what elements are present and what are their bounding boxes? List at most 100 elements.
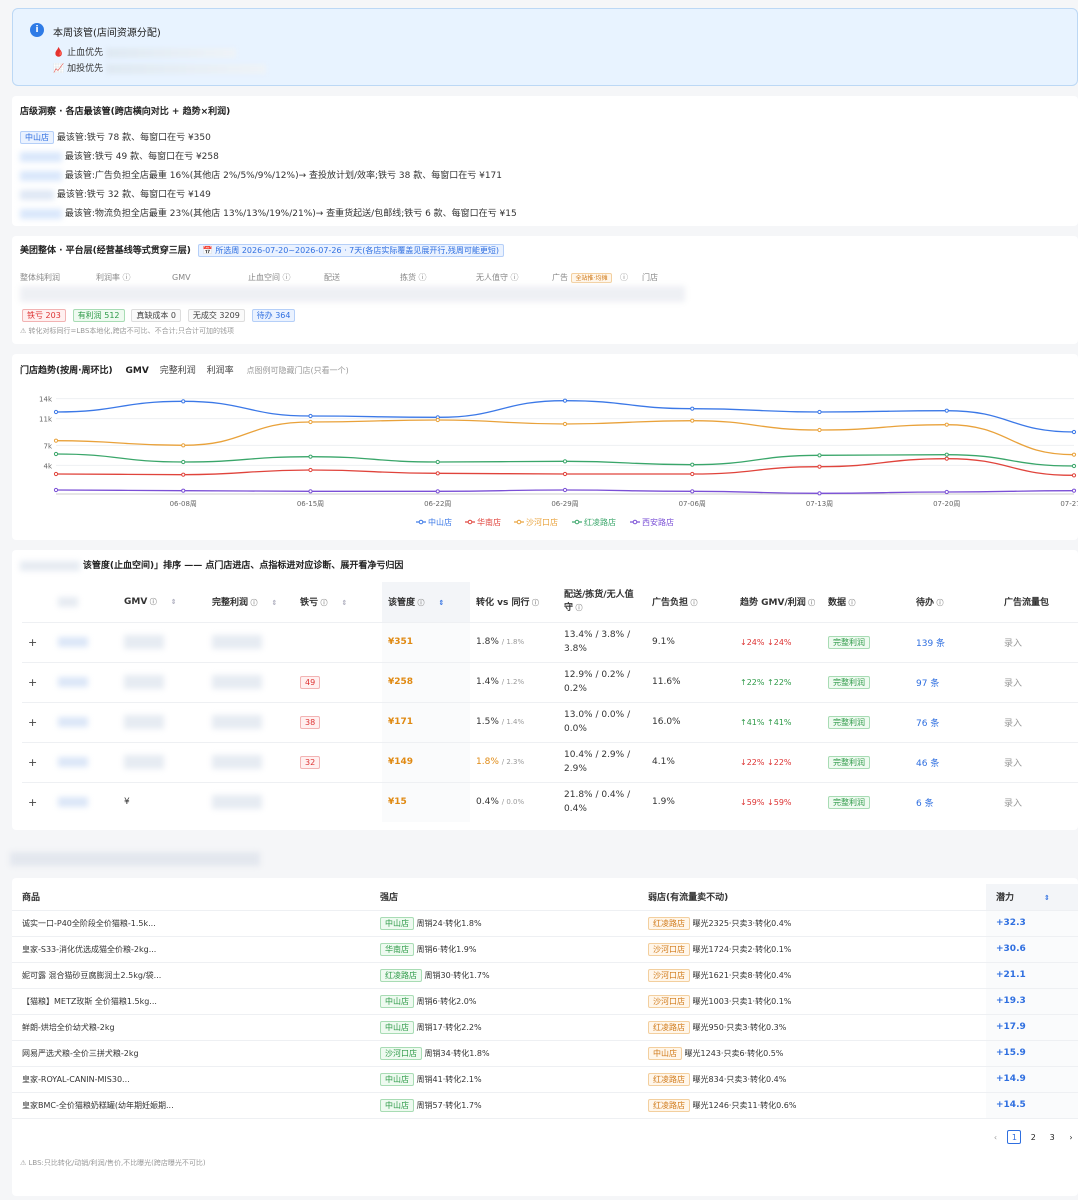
gmv-cell[interactable] xyxy=(118,621,206,662)
profit-cell[interactable] xyxy=(206,781,294,822)
weak-store-tag[interactable]: 沙河口店 xyxy=(648,994,690,1008)
expand-button[interactable]: + xyxy=(22,701,52,742)
insight-row[interactable]: 最该管:铁亏 49 款、每窗口在亏 ¥258 xyxy=(20,149,219,162)
todo-cell[interactable]: 76 条 xyxy=(910,701,998,742)
redacted-store-tag[interactable] xyxy=(20,189,54,200)
weak-store-tag[interactable]: 红凌路店 xyxy=(648,1020,690,1034)
ad-burden-cell[interactable]: 1.9% xyxy=(646,781,734,822)
data-point[interactable] xyxy=(562,487,568,493)
todo-link[interactable]: 76 条 xyxy=(916,718,940,729)
profit-cell[interactable] xyxy=(206,701,294,742)
data-point[interactable] xyxy=(53,471,59,477)
profit-cell[interactable] xyxy=(206,621,294,662)
data-point[interactable] xyxy=(435,417,440,423)
data-point[interactable] xyxy=(53,438,59,443)
product-name[interactable]: 诚实一口-P40全阶段全价猫粮-1.5k... xyxy=(12,910,370,937)
strong-store-tag[interactable]: 红凌路店 xyxy=(380,968,422,982)
weak-store-tag[interactable]: 沙河口店 xyxy=(648,942,690,956)
strong-store-tag[interactable]: 中山店 xyxy=(380,1098,414,1112)
gmv-cell[interactable]: ¥ xyxy=(118,781,206,822)
tab-profit-rate[interactable]: 利润率 xyxy=(206,366,234,376)
strong-store-tag[interactable]: 华南店 xyxy=(380,942,414,956)
todo-link[interactable]: 46 条 xyxy=(916,758,940,769)
todo-link[interactable]: 139 条 xyxy=(916,638,946,649)
insight-row[interactable]: 最该管:铁亏 32 款、每窗口在亏 ¥149 xyxy=(20,187,211,200)
col-potential[interactable]: 潜力 ⇕ xyxy=(986,884,1078,911)
enter-link[interactable]: 录入 xyxy=(1004,638,1023,649)
product-row[interactable]: 鲜朗-烘培全价幼犬粮-2kg 中山店 周销17·转化2.2% 红凌路店 曝光95… xyxy=(12,1014,1078,1041)
prev-page-button[interactable]: ‹ xyxy=(993,1133,998,1142)
data-point[interactable] xyxy=(181,459,186,465)
ad-pack-cell[interactable]: 录入 xyxy=(998,781,1078,822)
product-name[interactable]: 【猫粮】METZ玫斯 全价猫粮1.5kg... xyxy=(12,988,370,1015)
data-point[interactable] xyxy=(1071,452,1077,457)
legend-marker[interactable] xyxy=(632,519,638,525)
sort-icon[interactable]: ⇕ xyxy=(341,599,348,608)
ad-burden-cell[interactable]: 16.0% xyxy=(646,701,734,742)
ad-burden-cell[interactable]: 4.1% xyxy=(646,741,734,782)
todo-cell[interactable]: 97 条 xyxy=(910,661,998,702)
data-point[interactable] xyxy=(53,487,59,493)
week-range-badge[interactable]: 📅 所选周 2026-07-20~2026-07-26 · 7天(各店实际覆盖见… xyxy=(197,244,505,257)
data-point[interactable] xyxy=(817,453,822,458)
ranking-row[interactable]: + 49 ¥258 1.4% / 1.2% 12.9% / 0.2% / 0.2… xyxy=(22,661,1078,702)
data-point[interactable] xyxy=(690,406,695,411)
data-point[interactable] xyxy=(1071,488,1077,493)
data-point[interactable] xyxy=(308,489,313,494)
sort-icon[interactable]: ⇕ xyxy=(438,599,445,608)
data-point[interactable] xyxy=(435,459,440,465)
enter-link[interactable]: 录入 xyxy=(1004,718,1023,729)
profit-cell[interactable] xyxy=(206,661,294,702)
loss-count-badge[interactable]: 38 xyxy=(300,715,321,729)
data-point[interactable] xyxy=(435,471,440,476)
data-point[interactable] xyxy=(817,409,822,415)
data-point[interactable] xyxy=(308,419,313,425)
profit-cell[interactable] xyxy=(206,741,294,782)
sort-icon[interactable]: ⇕ xyxy=(271,599,278,608)
strong-store-tag[interactable]: 中山店 xyxy=(380,916,414,930)
sort-icon[interactable]: ⇕ xyxy=(170,597,177,606)
data-point[interactable] xyxy=(690,418,695,423)
chip-no-deal[interactable]: 无成交 3209 xyxy=(187,309,245,322)
data-point[interactable] xyxy=(817,464,822,469)
expand-button[interactable]: + xyxy=(22,781,52,822)
loss-cell[interactable]: 49 xyxy=(294,661,382,702)
insight-row[interactable]: 最该管:广告负担全店最重 16%(其他店 2%/5%/9%/12%)→ 查投放计… xyxy=(20,168,502,181)
weak-store-tag[interactable]: 红凌路店 xyxy=(648,1072,690,1086)
legend-item-沙河口店[interactable]: 沙河口店 xyxy=(526,517,558,527)
conversion-cell[interactable]: 1.4% / 1.2% xyxy=(470,661,558,702)
store-name-cell[interactable] xyxy=(52,701,118,742)
cost-split-cell[interactable]: 21.8% / 0.4% / 0.4% xyxy=(558,781,646,822)
todo-cell[interactable]: 139 条 xyxy=(910,621,998,662)
product-name[interactable]: 网易严选犬粮-全价三拼犬粮-2kg xyxy=(12,1040,370,1067)
sort-icon[interactable]: ⇕ xyxy=(1044,894,1050,903)
conversion-cell[interactable]: 1.8% / 1.8% xyxy=(470,621,558,662)
todo-cell[interactable]: 6 条 xyxy=(910,781,998,822)
cost-split-cell[interactable]: 13.4% / 3.8% / 3.8% xyxy=(558,621,646,662)
tab-gmv[interactable]: GMV xyxy=(125,366,149,376)
product-row[interactable]: 皇家-S33-消化优选成猫全价粮-2kg... 华南店 周销6·转化1.9% 沙… xyxy=(12,936,1078,963)
conversion-cell[interactable]: 1.8% / 2.3% xyxy=(470,741,558,782)
product-name[interactable]: 皇家-S33-消化优选成猫全价粮-2kg... xyxy=(12,936,370,963)
data-point[interactable] xyxy=(944,489,949,495)
redacted-store-tag[interactable] xyxy=(20,208,62,219)
todo-cell[interactable]: 46 条 xyxy=(910,741,998,782)
legend-item-西安路店[interactable]: 西安路店 xyxy=(642,517,674,527)
loss-cell[interactable] xyxy=(294,781,382,822)
series-line-中山店[interactable] xyxy=(55,400,1075,433)
strong-store-tag[interactable]: 沙河口店 xyxy=(380,1046,422,1060)
product-row[interactable]: 诚实一口-P40全阶段全价猫粮-1.5k... 中山店 周销24·转化1.8% … xyxy=(12,910,1078,937)
loss-count-badge[interactable]: 49 xyxy=(300,675,321,689)
product-row[interactable]: 网易严选犬粮-全价三拼犬粮-2kg 沙河口店 周销34·转化1.8% 中山店 曝… xyxy=(12,1040,1078,1067)
enter-link[interactable]: 录入 xyxy=(1004,758,1023,769)
cost-split-cell[interactable]: 10.4% / 2.9% / 2.9% xyxy=(558,741,646,782)
ranking-row[interactable]: + ¥ ¥15 0.4% / 0.0% 21.8% / 0.4% / 0.4% … xyxy=(22,781,1078,822)
store-tag[interactable]: 中山店 xyxy=(20,131,54,144)
legend-item-华南店[interactable]: 华南店 xyxy=(477,517,501,527)
col-loss[interactable]: 铁亏 ⓘ ⇕ xyxy=(300,598,348,609)
ad-pack-cell[interactable]: 录入 xyxy=(998,701,1078,742)
ranking-row[interactable]: + ¥351 1.8% / 1.8% 13.4% / 3.8% / 3.8% 9… xyxy=(22,621,1078,662)
cost-split-cell[interactable]: 12.9% / 0.2% / 0.2% xyxy=(558,661,646,702)
gmv-cell[interactable] xyxy=(118,701,206,742)
ranking-row[interactable]: + 32 ¥149 1.8% / 2.3% 10.4% / 2.9% / 2.9… xyxy=(22,741,1078,782)
